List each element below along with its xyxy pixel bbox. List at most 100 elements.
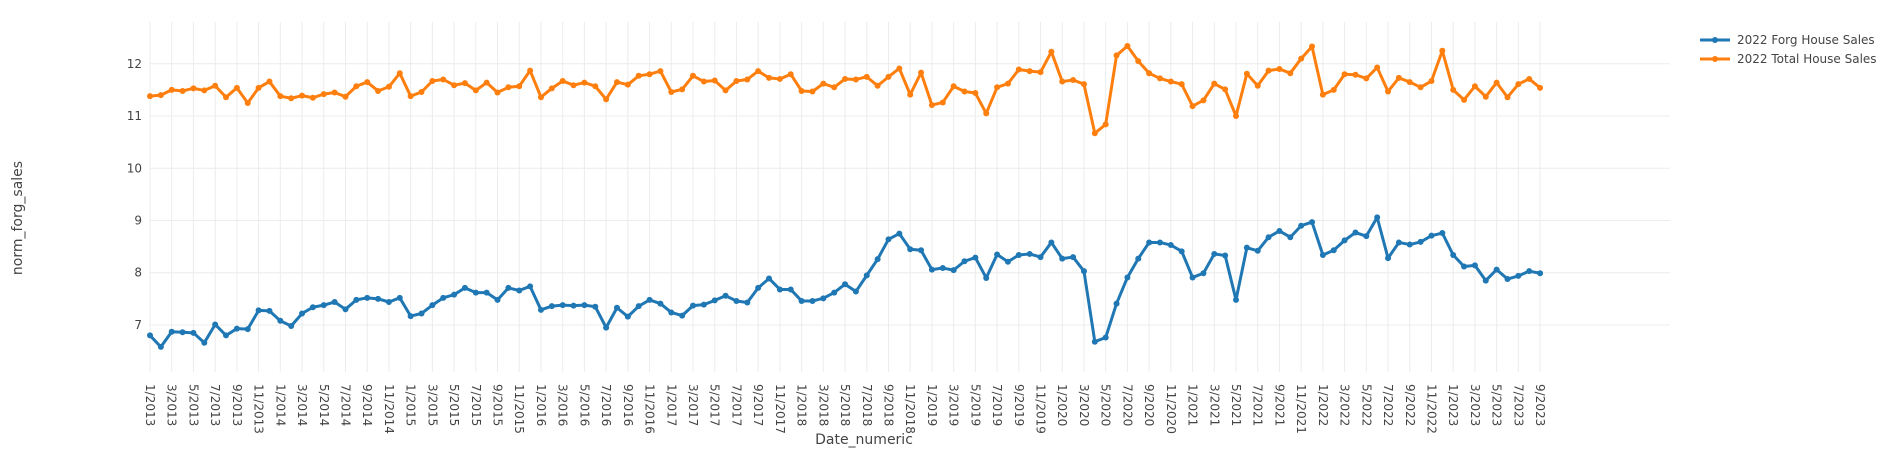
data-point[interactable]	[1493, 79, 1500, 86]
data-point[interactable]	[1243, 70, 1250, 77]
data-point[interactable]	[440, 76, 447, 83]
data-point[interactable]	[1004, 258, 1011, 265]
data-point[interactable]	[255, 84, 262, 91]
data-point[interactable]	[592, 303, 599, 310]
data-point[interactable]	[1091, 338, 1098, 345]
data-point[interactable]	[1385, 255, 1392, 262]
data-point[interactable]	[429, 78, 436, 85]
data-point[interactable]	[733, 297, 740, 304]
data-point[interactable]	[244, 99, 251, 106]
data-point[interactable]	[342, 306, 349, 313]
data-point[interactable]	[429, 302, 436, 309]
data-point[interactable]	[918, 69, 925, 76]
data-point[interactable]	[375, 295, 382, 302]
data-point[interactable]	[1113, 300, 1120, 307]
data-point[interactable]	[1146, 70, 1153, 77]
legend-item[interactable]: 2022 Total House Sales	[1700, 52, 1877, 66]
data-point[interactable]	[1178, 81, 1185, 88]
data-point[interactable]	[820, 80, 827, 87]
data-point[interactable]	[863, 73, 870, 80]
data-point[interactable]	[624, 81, 631, 88]
data-point[interactable]	[1504, 94, 1511, 101]
data-point[interactable]	[1526, 75, 1533, 82]
data-point[interactable]	[798, 297, 805, 304]
data-point[interactable]	[863, 272, 870, 279]
data-point[interactable]	[1113, 52, 1120, 59]
data-point[interactable]	[407, 313, 414, 320]
data-point[interactable]	[744, 76, 751, 83]
data-point[interactable]	[918, 247, 925, 254]
data-point[interactable]	[950, 267, 957, 274]
data-point[interactable]	[733, 78, 740, 85]
data-point[interactable]	[353, 296, 360, 303]
data-point[interactable]	[1428, 78, 1435, 85]
data-point[interactable]	[559, 302, 566, 309]
data-point[interactable]	[711, 77, 718, 84]
data-point[interactable]	[896, 230, 903, 237]
data-point[interactable]	[1015, 66, 1022, 73]
data-point[interactable]	[288, 95, 295, 102]
data-point[interactable]	[299, 92, 306, 99]
data-point[interactable]	[1352, 71, 1359, 78]
data-point[interactable]	[679, 312, 686, 319]
data-point[interactable]	[907, 246, 914, 253]
legend[interactable]: 2022 Forg House Sales 2022 Total House Sa…	[1700, 33, 1877, 66]
data-point[interactable]	[1537, 270, 1544, 277]
data-point[interactable]	[690, 72, 696, 79]
data-point[interactable]	[1395, 74, 1402, 81]
data-point[interactable]	[646, 71, 653, 78]
data-point[interactable]	[255, 307, 262, 314]
data-point[interactable]	[505, 84, 512, 91]
data-point[interactable]	[1330, 86, 1337, 93]
data-point[interactable]	[147, 332, 153, 339]
data-point[interactable]	[874, 82, 881, 89]
data-point[interactable]	[233, 325, 240, 332]
data-point[interactable]	[266, 307, 273, 314]
data-point[interactable]	[1189, 274, 1196, 281]
data-point[interactable]	[1287, 70, 1294, 77]
data-point[interactable]	[939, 99, 946, 106]
data-point[interactable]	[798, 87, 805, 94]
data-point[interactable]	[1015, 251, 1022, 258]
data-point[interactable]	[928, 266, 935, 273]
data-point[interactable]	[1211, 250, 1218, 257]
data-point[interactable]	[657, 68, 664, 75]
data-point[interactable]	[1070, 254, 1077, 261]
data-point[interactable]	[700, 301, 707, 308]
data-point[interactable]	[679, 86, 686, 93]
data-point[interactable]	[1471, 83, 1478, 90]
data-point[interactable]	[1406, 241, 1413, 248]
data-point[interactable]	[896, 65, 903, 72]
data-point[interactable]	[657, 300, 664, 307]
data-point[interactable]	[722, 292, 729, 299]
data-point[interactable]	[983, 110, 990, 117]
data-point[interactable]	[635, 72, 642, 79]
data-point[interactable]	[233, 84, 240, 91]
data-point[interactable]	[1233, 296, 1239, 303]
data-point[interactable]	[635, 303, 642, 310]
data-point[interactable]	[1515, 272, 1522, 279]
data-point[interactable]	[1363, 233, 1370, 240]
data-point[interactable]	[885, 236, 892, 243]
data-point[interactable]	[1439, 47, 1446, 54]
data-point[interactable]	[1167, 78, 1174, 85]
data-point[interactable]	[1178, 248, 1185, 255]
data-point[interactable]	[309, 94, 316, 101]
data-point[interactable]	[722, 87, 729, 94]
data-point[interactable]	[375, 87, 382, 94]
data-point[interactable]	[1287, 234, 1294, 241]
data-point[interactable]	[516, 83, 523, 90]
data-point[interactable]	[711, 297, 718, 304]
data-point[interactable]	[472, 87, 479, 94]
data-point[interactable]	[776, 286, 783, 293]
data-point[interactable]	[505, 284, 512, 291]
data-point[interactable]	[646, 296, 653, 303]
data-point[interactable]	[1265, 67, 1272, 74]
data-point[interactable]	[494, 89, 501, 96]
data-point[interactable]	[1319, 251, 1326, 258]
data-point[interactable]	[1330, 247, 1337, 254]
data-point[interactable]	[559, 78, 566, 85]
data-point[interactable]	[527, 283, 534, 290]
data-point[interactable]	[190, 85, 197, 92]
data-point[interactable]	[1091, 130, 1098, 137]
